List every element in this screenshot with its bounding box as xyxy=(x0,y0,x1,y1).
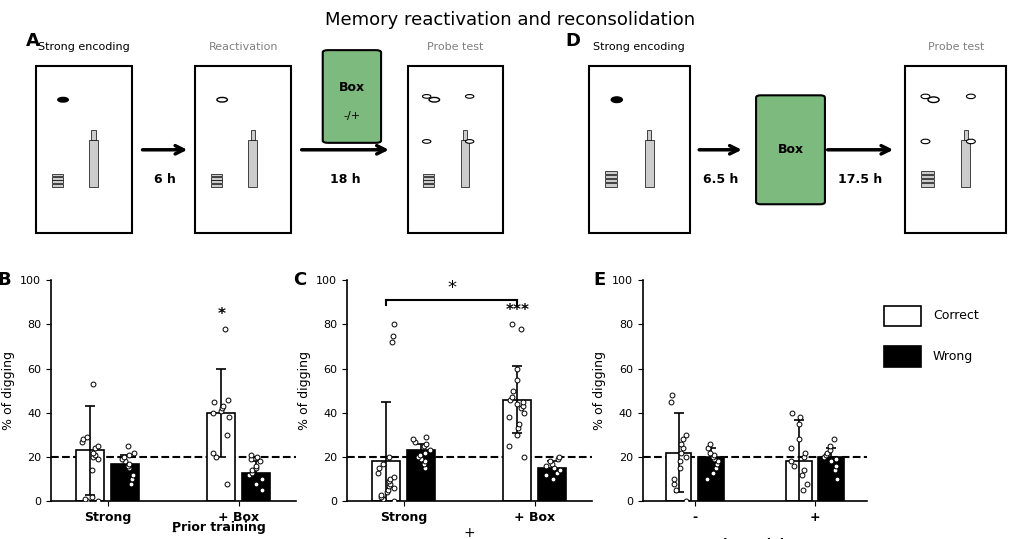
Text: Prior training: Prior training xyxy=(172,521,266,534)
Circle shape xyxy=(610,97,622,102)
Circle shape xyxy=(965,139,974,144)
Bar xyxy=(423,181,434,183)
Bar xyxy=(697,457,722,501)
Bar xyxy=(920,175,932,178)
Bar xyxy=(604,171,616,174)
Text: Prior training: Prior training xyxy=(707,538,801,539)
Text: 18 h: 18 h xyxy=(329,173,361,186)
Y-axis label: % of digging: % of digging xyxy=(593,351,605,430)
Bar xyxy=(644,140,653,186)
Bar xyxy=(211,181,222,183)
Text: D: D xyxy=(566,32,580,50)
Y-axis label: % of digging: % of digging xyxy=(2,351,14,430)
Text: 6.5 h: 6.5 h xyxy=(702,173,738,186)
Circle shape xyxy=(422,94,430,98)
Circle shape xyxy=(965,94,974,99)
Bar xyxy=(52,184,63,186)
Bar xyxy=(92,130,96,140)
Bar xyxy=(408,66,502,233)
Bar xyxy=(883,306,920,326)
Bar xyxy=(646,130,651,140)
Bar xyxy=(963,130,967,140)
Text: Probe test: Probe test xyxy=(427,43,483,52)
Circle shape xyxy=(429,98,439,102)
Bar xyxy=(211,177,222,180)
Text: ***: *** xyxy=(504,303,529,318)
Bar xyxy=(604,179,616,182)
Text: *: * xyxy=(446,279,455,297)
Text: A: A xyxy=(25,32,40,50)
Bar xyxy=(243,473,270,501)
Text: -: - xyxy=(171,526,175,539)
Bar xyxy=(207,413,235,501)
Bar xyxy=(90,140,98,186)
Bar xyxy=(76,451,104,501)
Bar xyxy=(920,179,932,182)
Bar xyxy=(196,66,290,233)
Text: E: E xyxy=(593,272,605,289)
Bar xyxy=(588,66,689,233)
Bar xyxy=(883,346,920,367)
Bar xyxy=(211,184,222,186)
Text: -/+: -/+ xyxy=(343,111,360,121)
Text: Strong encoding: Strong encoding xyxy=(38,43,129,52)
Circle shape xyxy=(465,94,474,98)
Bar xyxy=(920,183,932,186)
Circle shape xyxy=(217,98,227,102)
Bar xyxy=(817,457,843,501)
Circle shape xyxy=(920,94,929,99)
Bar xyxy=(251,130,255,140)
Bar xyxy=(604,183,616,186)
FancyBboxPatch shape xyxy=(322,50,381,143)
Text: Probe test: Probe test xyxy=(926,43,983,52)
Bar xyxy=(920,171,932,174)
Text: *: * xyxy=(217,307,225,322)
Bar xyxy=(461,140,469,186)
Text: Box: Box xyxy=(338,81,365,94)
FancyBboxPatch shape xyxy=(755,95,824,204)
Text: 6 h: 6 h xyxy=(154,173,175,186)
Bar xyxy=(905,66,1005,233)
Bar xyxy=(372,461,399,501)
Text: C: C xyxy=(292,272,306,289)
Bar xyxy=(407,451,435,501)
Text: 17.5 h: 17.5 h xyxy=(838,173,881,186)
Bar xyxy=(502,399,531,501)
Text: Memory reactivation and reconsolidation: Memory reactivation and reconsolidation xyxy=(325,11,694,29)
Text: Box: Box xyxy=(776,143,803,156)
Bar xyxy=(665,453,691,501)
Bar xyxy=(249,140,257,186)
Circle shape xyxy=(465,140,474,143)
Bar xyxy=(37,66,131,233)
Bar xyxy=(538,468,566,501)
Bar xyxy=(423,184,434,186)
Circle shape xyxy=(927,97,938,102)
Bar xyxy=(211,174,222,176)
Bar xyxy=(423,177,434,180)
Circle shape xyxy=(422,140,430,143)
Text: Reactivation: Reactivation xyxy=(208,43,277,52)
Text: Wrong: Wrong xyxy=(932,350,972,363)
Bar xyxy=(52,177,63,180)
Text: Strong encoding: Strong encoding xyxy=(593,43,684,52)
Text: Correct: Correct xyxy=(932,309,977,322)
Circle shape xyxy=(920,139,929,144)
Bar xyxy=(52,174,63,176)
Bar xyxy=(52,181,63,183)
Text: B: B xyxy=(0,272,11,289)
Text: +: + xyxy=(463,526,475,539)
Bar xyxy=(111,464,140,501)
Y-axis label: % of digging: % of digging xyxy=(298,351,310,430)
Bar xyxy=(604,175,616,178)
Bar xyxy=(960,140,969,186)
Bar xyxy=(463,130,467,140)
Bar xyxy=(423,174,434,176)
Circle shape xyxy=(58,98,68,102)
Bar xyxy=(786,461,811,501)
